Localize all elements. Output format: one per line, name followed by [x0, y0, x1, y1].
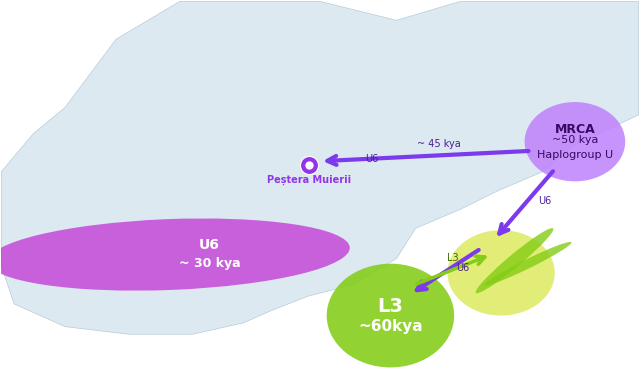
- Text: L3: L3: [378, 297, 403, 316]
- Text: ~50 kya: ~50 kya: [552, 136, 598, 146]
- Text: ~60kya: ~60kya: [358, 319, 423, 334]
- Text: U6: U6: [365, 154, 379, 164]
- Text: L3: L3: [447, 253, 458, 263]
- Text: MRCA: MRCA: [554, 123, 595, 136]
- Text: Peștera Muierii: Peștera Muierii: [266, 174, 351, 185]
- Text: ~ 45 kya: ~ 45 kya: [417, 139, 461, 149]
- Ellipse shape: [447, 230, 555, 315]
- Ellipse shape: [0, 218, 350, 291]
- Text: ~ 30 kya: ~ 30 kya: [179, 257, 240, 270]
- Ellipse shape: [476, 228, 554, 293]
- Ellipse shape: [326, 264, 454, 367]
- Ellipse shape: [525, 102, 625, 181]
- Ellipse shape: [484, 242, 572, 285]
- Text: U6: U6: [456, 263, 469, 273]
- Text: U6: U6: [538, 196, 551, 206]
- Text: U6: U6: [199, 239, 220, 252]
- Polygon shape: [1, 2, 639, 334]
- Text: Haplogroup U: Haplogroup U: [537, 150, 613, 160]
